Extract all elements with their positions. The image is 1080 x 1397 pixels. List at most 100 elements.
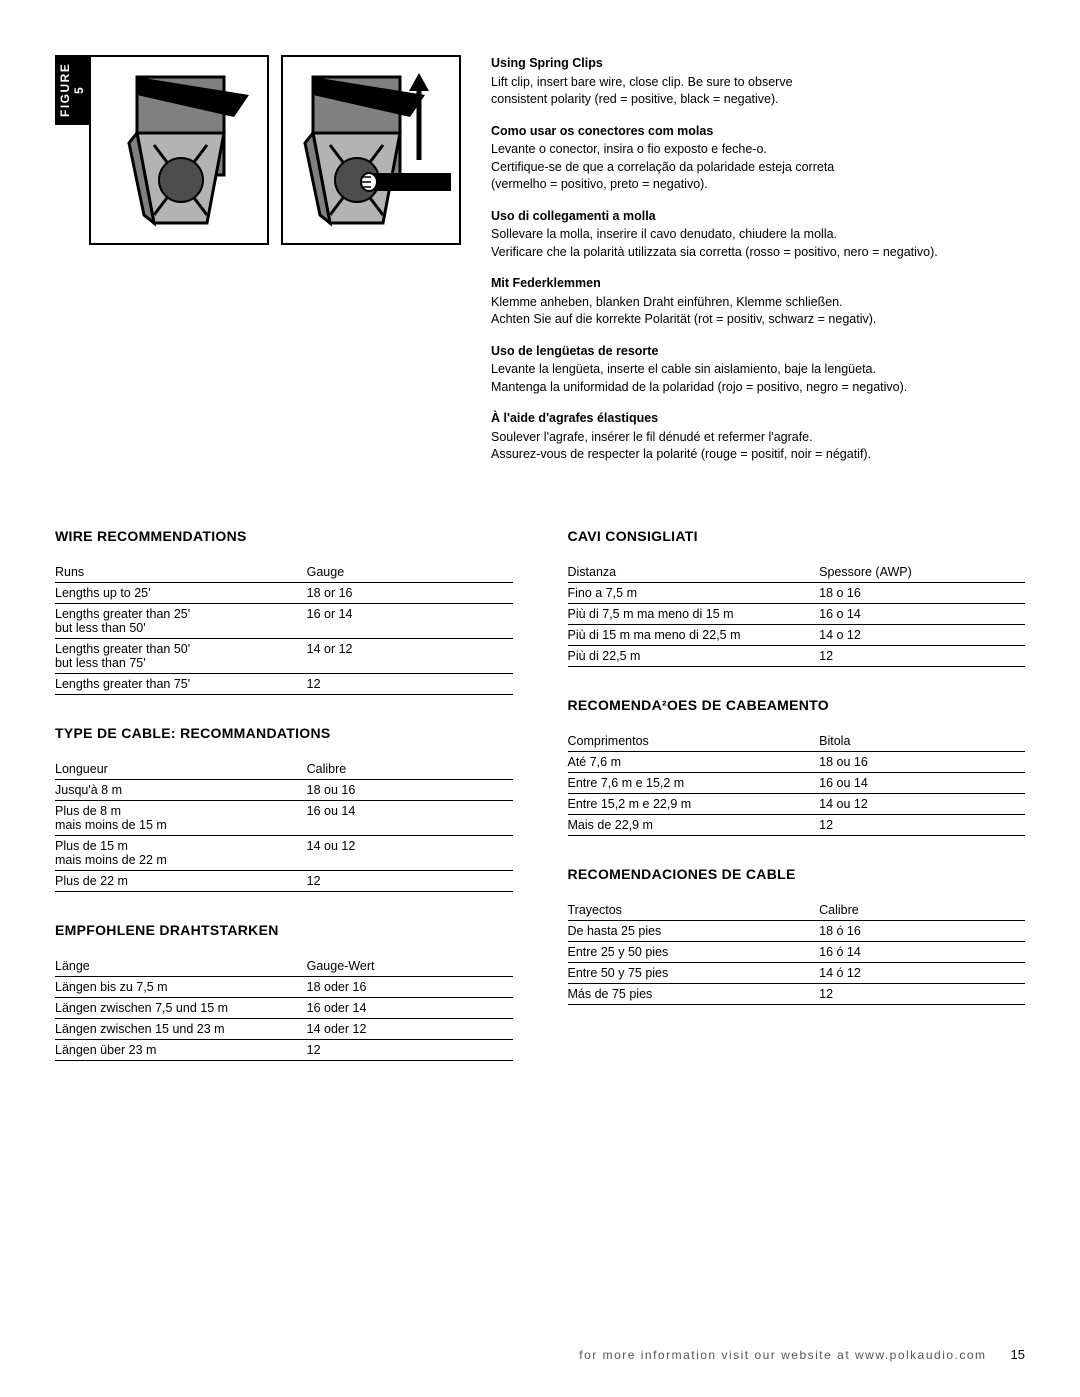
table-cell: 16 ó 14 bbox=[819, 941, 1025, 962]
instruction-line: consistent polarity (red = positive, bla… bbox=[491, 91, 1025, 109]
table-cell: 12 bbox=[307, 1039, 513, 1060]
table-cell: 18 ou 16 bbox=[307, 779, 513, 800]
instruction-block: À l'aide d'agrafes élastiquesSoulever l'… bbox=[491, 410, 1025, 464]
wire-table: LongueurCalibreJusqu'à 8 m18 ou 16Plus d… bbox=[55, 759, 513, 892]
table-header-row: DistanzaSpessore (AWP) bbox=[568, 562, 1026, 583]
table-cell: 16 ou 14 bbox=[307, 800, 513, 835]
table-header-row: RunsGauge bbox=[55, 562, 513, 583]
table-row: Längen bis zu 7,5 m18 oder 16 bbox=[55, 976, 513, 997]
table-cell: Entre 50 y 75 pies bbox=[568, 962, 820, 983]
table-cell: 18 oder 16 bbox=[307, 976, 513, 997]
instruction-block: Uso de lengüetas de resorteLevante la le… bbox=[491, 343, 1025, 397]
instruction-block: Using Spring ClipsLift clip, insert bare… bbox=[491, 55, 1025, 109]
wire-table: RunsGaugeLengths up to 25'18 or 16Length… bbox=[55, 562, 513, 695]
table-cell: 18 o 16 bbox=[819, 582, 1025, 603]
section-title: EMPFOHLENE DRAHTSTARKEN bbox=[55, 922, 513, 938]
table-cell: Até 7,6 m bbox=[568, 751, 820, 772]
table-cell: Längen über 23 m bbox=[55, 1039, 307, 1060]
section-title: RECOMENDACIONES DE CABLE bbox=[568, 866, 1026, 882]
table-header-cell: Länge bbox=[55, 956, 307, 977]
instruction-title: Using Spring Clips bbox=[491, 55, 1025, 73]
table-header-row: LongueurCalibre bbox=[55, 759, 513, 780]
table-row: Längen zwischen 7,5 und 15 m16 oder 14 bbox=[55, 997, 513, 1018]
table-cell: 16 ou 14 bbox=[819, 772, 1025, 793]
table-header-cell: Calibre bbox=[307, 759, 513, 780]
table-cell: 12 bbox=[819, 983, 1025, 1004]
page-number: 15 bbox=[1011, 1347, 1025, 1362]
table-row: Más de 75 pies12 bbox=[568, 983, 1026, 1004]
table-cell: Entre 25 y 50 pies bbox=[568, 941, 820, 962]
figure-group: FIGURE 5 bbox=[55, 55, 461, 478]
section-title: RECOMENDA²OES DE CABEAMENTO bbox=[568, 697, 1026, 713]
instruction-line: Verificare che la polarità utilizzata si… bbox=[491, 244, 1025, 262]
table-cell: 12 bbox=[819, 814, 1025, 835]
instruction-line: Levante o conector, insira o fio exposto… bbox=[491, 141, 1025, 159]
right-column: CAVI CONSIGLIATIDistanzaSpessore (AWP)Fi… bbox=[568, 528, 1026, 1061]
table-row: Plus de 15 mmais moins de 22 m14 ou 12 bbox=[55, 835, 513, 870]
instruction-line: Assurez-vous de respecter la polarité (r… bbox=[491, 446, 1025, 464]
table-row: Lengths greater than 75'12 bbox=[55, 673, 513, 694]
table-header-cell: Runs bbox=[55, 562, 307, 583]
figure-5-left bbox=[89, 55, 269, 245]
table-cell: Lengths greater than 50'but less than 75… bbox=[55, 638, 307, 673]
table-row: Più di 22,5 m12 bbox=[568, 645, 1026, 666]
table-row: Più di 15 m ma meno di 22,5 m14 o 12 bbox=[568, 624, 1026, 645]
instruction-title: À l'aide d'agrafes élastiques bbox=[491, 410, 1025, 428]
table-cell: 12 bbox=[307, 870, 513, 891]
instructions-column: Using Spring ClipsLift clip, insert bare… bbox=[491, 55, 1025, 478]
table-cell: Più di 15 m ma meno di 22,5 m bbox=[568, 624, 820, 645]
table-cell: Längen zwischen 15 und 23 m bbox=[55, 1018, 307, 1039]
instruction-title: Como usar os conectores com molas bbox=[491, 123, 1025, 141]
table-header-row: ComprimentosBitola bbox=[568, 731, 1026, 752]
table-cell: Längen zwischen 7,5 und 15 m bbox=[55, 997, 307, 1018]
left-column: WIRE RECOMMENDATIONSRunsGaugeLengths up … bbox=[55, 528, 513, 1061]
table-row: Entre 15,2 m e 22,9 m14 ou 12 bbox=[568, 793, 1026, 814]
table-cell: 18 or 16 bbox=[307, 582, 513, 603]
table-cell: Längen bis zu 7,5 m bbox=[55, 976, 307, 997]
instruction-line: Sollevare la molla, inserire il cavo den… bbox=[491, 226, 1025, 244]
instruction-block: Como usar os conectores com molasLevante… bbox=[491, 123, 1025, 194]
figure-5-right bbox=[281, 55, 461, 245]
table-row: Lengths greater than 50'but less than 75… bbox=[55, 638, 513, 673]
wire-table: DistanzaSpessore (AWP)Fino a 7,5 m18 o 1… bbox=[568, 562, 1026, 667]
table-cell: Entre 15,2 m e 22,9 m bbox=[568, 793, 820, 814]
table-cell: Più di 7,5 m ma meno di 15 m bbox=[568, 603, 820, 624]
table-cell: Plus de 22 m bbox=[55, 870, 307, 891]
table-row: Lengths greater than 25'but less than 50… bbox=[55, 603, 513, 638]
table-cell: 14 ou 12 bbox=[819, 793, 1025, 814]
instruction-title: Uso de lengüetas de resorte bbox=[491, 343, 1025, 361]
table-row: Mais de 22,9 m12 bbox=[568, 814, 1026, 835]
instruction-title: Mit Federklemmen bbox=[491, 275, 1025, 293]
instruction-line: Certifique-se de que a correlação da pol… bbox=[491, 159, 1025, 177]
table-cell: Lengths greater than 25'but less than 50… bbox=[55, 603, 307, 638]
table-row: Entre 50 y 75 pies14 ó 12 bbox=[568, 962, 1026, 983]
table-cell: 14 oder 12 bbox=[307, 1018, 513, 1039]
table-header-cell: Distanza bbox=[568, 562, 820, 583]
table-cell: 18 ó 16 bbox=[819, 920, 1025, 941]
table-header-cell: Spessore (AWP) bbox=[819, 562, 1025, 583]
table-cell: Lengths up to 25' bbox=[55, 582, 307, 603]
table-cell: Lengths greater than 75' bbox=[55, 673, 307, 694]
table-row: Fino a 7,5 m18 o 16 bbox=[568, 582, 1026, 603]
instruction-line: Achten Sie auf die korrekte Polarität (r… bbox=[491, 311, 1025, 329]
table-row: Längen über 23 m12 bbox=[55, 1039, 513, 1060]
table-cell: Entre 7,6 m e 15,2 m bbox=[568, 772, 820, 793]
page-footer: for more information visit our website a… bbox=[579, 1347, 1025, 1362]
instruction-block: Uso di collegamenti a mollaSollevare la … bbox=[491, 208, 1025, 262]
table-header-cell: Bitola bbox=[819, 731, 1025, 752]
table-cell: Più di 22,5 m bbox=[568, 645, 820, 666]
table-header-cell: Gauge bbox=[307, 562, 513, 583]
instruction-block: Mit FederklemmenKlemme anheben, blanken … bbox=[491, 275, 1025, 329]
table-cell: 14 ou 12 bbox=[307, 835, 513, 870]
table-header-cell: Comprimentos bbox=[568, 731, 820, 752]
table-header-cell: Gauge-Wert bbox=[307, 956, 513, 977]
table-header-cell: Trayectos bbox=[568, 900, 820, 921]
instruction-line: Lift clip, insert bare wire, close clip.… bbox=[491, 74, 1025, 92]
instruction-line: Levante la lengüeta, inserte el cable si… bbox=[491, 361, 1025, 379]
table-header-cell: Longueur bbox=[55, 759, 307, 780]
instruction-line: Soulever l'agrafe, insérer le fil dénudé… bbox=[491, 429, 1025, 447]
wire-table: TrayectosCalibreDe hasta 25 pies18 ó 16E… bbox=[568, 900, 1026, 1005]
section-title: TYPE DE CABLE: RECOMMANDATIONS bbox=[55, 725, 513, 741]
wire-table: ComprimentosBitolaAté 7,6 m18 ou 16Entre… bbox=[568, 731, 1026, 836]
table-row: De hasta 25 pies18 ó 16 bbox=[568, 920, 1026, 941]
